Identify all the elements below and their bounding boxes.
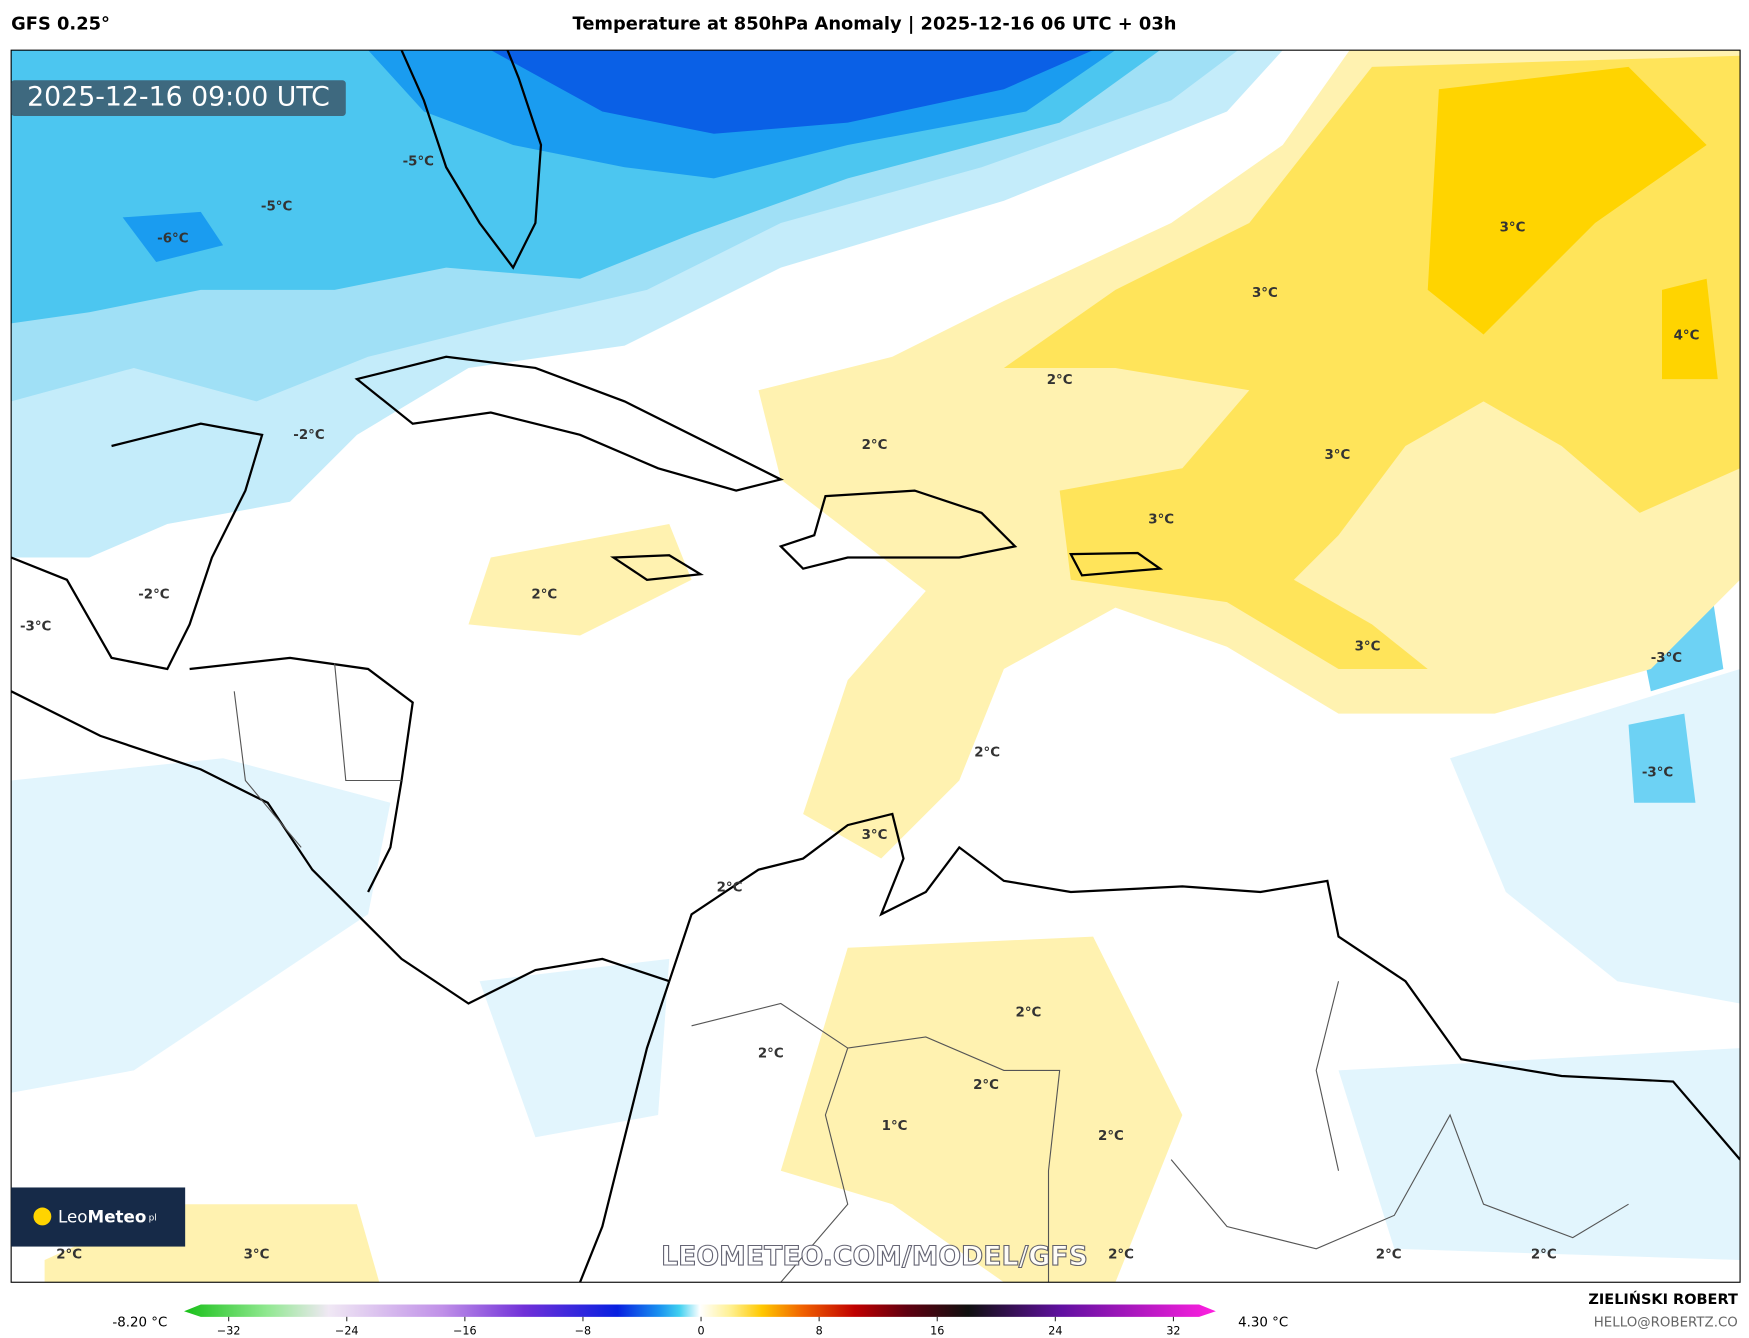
contour-label: 1°C xyxy=(882,1119,908,1134)
anomaly-area xyxy=(1628,713,1696,803)
colorbar-tick-label: 32 xyxy=(1166,1324,1180,1337)
colorbar-tick-label: 16 xyxy=(930,1324,944,1337)
colorbar-tick-label: 24 xyxy=(1048,1324,1062,1337)
contour-label: 3°C xyxy=(1252,286,1278,301)
coastline xyxy=(11,690,670,1005)
colorbar-tick-label: 8 xyxy=(816,1324,823,1337)
logo-sun xyxy=(33,1207,52,1226)
contour-label: -5°C xyxy=(261,199,292,214)
contour-label: 2°C xyxy=(531,587,557,602)
contour-label: 2°C xyxy=(1098,1129,1124,1144)
contour-label: -6°C xyxy=(157,232,188,247)
anomaly-area xyxy=(11,758,391,1093)
colorbar xyxy=(184,1304,1216,1317)
coastline xyxy=(578,980,671,1283)
colorbar-ticks: −32 −24 −16 −8 0 8 16 24 32 xyxy=(217,1316,1181,1337)
contour-label: 2°C xyxy=(1016,1005,1042,1020)
valid-time: 2025-12-16 09:00 UTC xyxy=(27,82,330,113)
credit-email: HELLO@ROBERTZ.CO xyxy=(1594,1315,1738,1330)
contour-label: 3°C xyxy=(862,828,888,843)
coastline xyxy=(610,554,704,581)
colorbar-min: -8.20 °C xyxy=(112,1315,167,1330)
logo-text: LeoMeteo pl xyxy=(58,1206,157,1226)
colorbar-max: 4.30 °C xyxy=(1238,1315,1288,1330)
valid-time-box xyxy=(11,80,346,116)
credit-author: ZIELIŃSKI ROBERT xyxy=(1588,1290,1738,1308)
contour-label: 2°C xyxy=(862,438,888,453)
contour-label: 2°C xyxy=(974,746,1000,761)
contour-label: 3°C xyxy=(1500,220,1526,235)
colorbar-tick-label: 0 xyxy=(698,1324,705,1337)
contour-label: 2°C xyxy=(758,1047,784,1062)
contour-label: 2°C xyxy=(1531,1247,1557,1262)
map-field xyxy=(11,50,1741,1283)
contour-label: 2°C xyxy=(1047,373,1073,388)
country-border xyxy=(233,663,1629,1283)
colorbar-tick-label: −16 xyxy=(453,1324,477,1337)
contour-label: 3°C xyxy=(1148,513,1174,528)
contour-label: -3°C xyxy=(1651,651,1682,666)
anomaly-area xyxy=(122,211,224,263)
coastline xyxy=(1068,551,1164,577)
anomaly-area xyxy=(468,524,692,636)
coastline xyxy=(354,355,784,492)
map-frame xyxy=(10,49,1741,1283)
contour-label: -3°C xyxy=(20,620,51,635)
logo-light: Leo xyxy=(58,1206,88,1226)
contour-labels: -5°C -5°C -6°C -2°C -2°C -3°C 2°C 2°C 2°C 3°C 3°C 4… xyxy=(20,155,1699,1263)
logo-suffix: pl xyxy=(149,1213,157,1223)
contour-label: 2°C xyxy=(56,1247,82,1262)
coastline xyxy=(778,489,1018,570)
colorbar-tick-label: −32 xyxy=(217,1324,241,1337)
anomaly-area xyxy=(1661,278,1718,380)
coastline xyxy=(189,656,414,893)
model-name: GFS 0.25° xyxy=(11,14,110,35)
contour-label: 2°C xyxy=(1376,1247,1402,1262)
contour-label: -3°C xyxy=(1642,766,1673,781)
contour-label: 3°C xyxy=(244,1247,270,1262)
anomaly-area xyxy=(780,936,1183,1283)
contour-label: 2°C xyxy=(973,1078,999,1093)
colorbar-tick-label: −24 xyxy=(335,1324,359,1337)
map-title: Temperature at 850hPa Anomaly | 2025-12-… xyxy=(573,14,1177,35)
contour-label: 3°C xyxy=(1355,640,1381,655)
contour-label: 3°C xyxy=(1324,448,1350,463)
coastline xyxy=(11,422,264,671)
contour-label: -5°C xyxy=(403,155,434,170)
coastline xyxy=(400,50,543,270)
coastline xyxy=(668,812,1741,1161)
contour-label: -2°C xyxy=(138,587,169,602)
contour-label: 4°C xyxy=(1674,329,1700,344)
contour-label: 2°C xyxy=(1108,1247,1134,1262)
anomaly-area xyxy=(1427,66,1707,335)
logo-bold: Meteo xyxy=(88,1206,147,1226)
colorbar-tick-label: −8 xyxy=(575,1324,591,1337)
anomaly-area xyxy=(479,958,670,1138)
watermark: LEOMETEO.COM/MODEL/GFS xyxy=(661,1241,1088,1272)
anomaly-area xyxy=(1338,1048,1741,1260)
contour-label: -2°C xyxy=(293,428,324,443)
anomaly-area xyxy=(490,50,1094,134)
contour-label: 2°C xyxy=(717,881,743,896)
